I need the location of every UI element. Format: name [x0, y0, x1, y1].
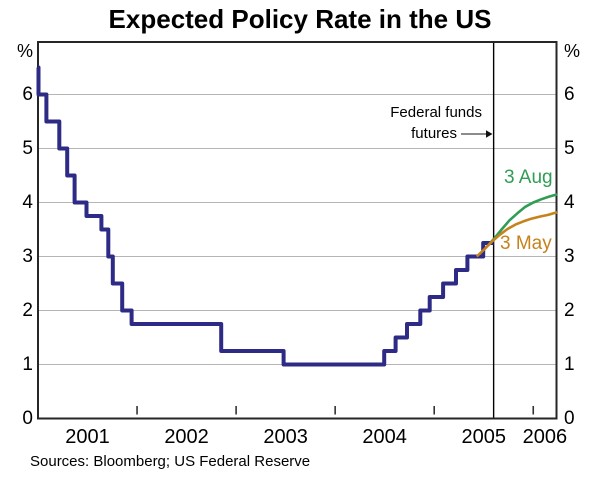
annotation-arrow-head — [486, 130, 493, 138]
may-futures-line — [475, 210, 558, 258]
y-label-right-3: 3 — [564, 245, 575, 267]
x-label-2005: 2005 — [461, 426, 506, 448]
aug-futures-line — [487, 193, 558, 246]
y-label-left-5: 5 — [22, 137, 33, 159]
futures-annotation-line2: futures — [411, 125, 457, 142]
x-label-2001: 2001 — [65, 426, 110, 448]
y-label-left-4: 4 — [22, 191, 33, 213]
y-label-right-1: 1 — [564, 353, 575, 375]
x-label-2006: 2006 — [522, 426, 568, 448]
chart-title: Expected Policy Rate in the US — [108, 4, 492, 34]
aug-futures-label: 3 Aug — [504, 167, 553, 188]
sources-note: Sources: Bloomberg; US Federal Reserve — [30, 453, 311, 470]
futures-annotation-line1: Federal funds — [390, 104, 482, 121]
x-label-2002: 2002 — [164, 426, 209, 448]
y-axis-unit-left: % — [16, 41, 33, 61]
y-axis-unit-right: % — [564, 41, 581, 61]
y-label-left-2: 2 — [22, 299, 33, 321]
y-label-left-1: 1 — [22, 353, 33, 375]
y-label-right-0: 0 — [564, 407, 575, 429]
x-label-2004: 2004 — [362, 426, 407, 448]
may-futures-label: 3 May — [500, 233, 552, 254]
y-label-right-5: 5 — [564, 137, 575, 159]
y-label-right-2: 2 — [564, 299, 575, 321]
x-label-2003: 2003 — [263, 426, 308, 448]
plot-frame — [37, 41, 558, 420]
y-label-right-4: 4 — [564, 191, 575, 213]
y-label-right-6: 6 — [564, 83, 575, 105]
y-label-left-6: 6 — [22, 83, 33, 105]
y-label-left-0: 0 — [22, 407, 33, 429]
y-label-left-3: 3 — [22, 245, 33, 267]
policy-rate-step-line — [36, 65, 494, 367]
